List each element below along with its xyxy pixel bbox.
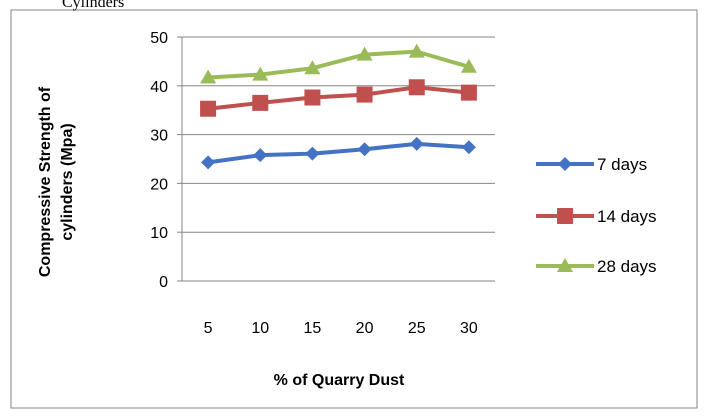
legend: 7 days 14 days 28 days bbox=[536, 155, 657, 276]
legend-label: 7 days bbox=[597, 155, 647, 174]
x-tick-label: 15 bbox=[304, 320, 322, 337]
data-point bbox=[357, 142, 372, 157]
gridlines bbox=[182, 36, 495, 233]
data-point bbox=[408, 79, 425, 96]
x-tick-label: 25 bbox=[408, 320, 426, 337]
y-tick-label: 40 bbox=[150, 79, 168, 96]
y-tick-label: 20 bbox=[150, 176, 168, 193]
data-point bbox=[461, 140, 476, 155]
series-line bbox=[207, 141, 470, 165]
x-tick-label: 20 bbox=[356, 320, 374, 337]
data-point bbox=[304, 60, 321, 75]
caption-text: Cylinders bbox=[62, 0, 124, 11]
data-point bbox=[356, 46, 373, 61]
axes bbox=[177, 36, 495, 282]
legend-item: 7 days bbox=[536, 155, 647, 174]
legend-label: 28 days bbox=[597, 257, 657, 276]
data-point bbox=[460, 84, 477, 101]
data-point bbox=[253, 148, 268, 163]
data-point bbox=[201, 155, 216, 170]
chart-border bbox=[10, 9, 698, 409]
y-tick-label: 30 bbox=[150, 128, 168, 145]
x-tick-label: 5 bbox=[204, 320, 213, 337]
data-point bbox=[356, 86, 373, 103]
data-point bbox=[408, 43, 425, 58]
series-line bbox=[207, 85, 470, 111]
y-axis-title-line-2: cylinders (Mpa) bbox=[59, 123, 76, 240]
series-2 bbox=[200, 79, 477, 117]
y-tick-label: 50 bbox=[150, 30, 168, 47]
x-axis-title: % of Quarry Dust bbox=[274, 372, 405, 389]
legend-marker bbox=[557, 258, 573, 272]
x-tick-label: 30 bbox=[460, 320, 478, 337]
x-tick-labels: 5 10 15 20 25 30 bbox=[204, 320, 478, 337]
data-point bbox=[200, 69, 217, 84]
y-tick-label: 10 bbox=[150, 225, 168, 242]
y-tick-label: 0 bbox=[159, 274, 168, 291]
y-tick-labels: 0 10 20 30 40 50 bbox=[150, 30, 168, 291]
x-tick-label: 10 bbox=[251, 320, 269, 337]
data-point bbox=[252, 66, 269, 81]
legend-item: 14 days bbox=[536, 207, 657, 226]
data-point bbox=[252, 94, 269, 111]
data-point bbox=[200, 100, 217, 117]
legend-label: 14 days bbox=[597, 207, 657, 226]
series-1 bbox=[201, 136, 476, 170]
data-point bbox=[305, 146, 320, 161]
y-axis-title: Compressive Strength of cylinders (Mpa) bbox=[37, 86, 76, 277]
legend-marker bbox=[558, 157, 572, 171]
data-point bbox=[409, 136, 424, 151]
y-axis-title-line-1: Compressive Strength of bbox=[37, 86, 54, 277]
legend-item: 28 days bbox=[536, 257, 657, 276]
series-3 bbox=[200, 43, 477, 84]
data-series bbox=[200, 43, 477, 170]
data-point bbox=[460, 58, 477, 73]
series-line bbox=[207, 49, 470, 80]
legend-marker bbox=[557, 208, 573, 224]
data-point bbox=[304, 89, 321, 106]
